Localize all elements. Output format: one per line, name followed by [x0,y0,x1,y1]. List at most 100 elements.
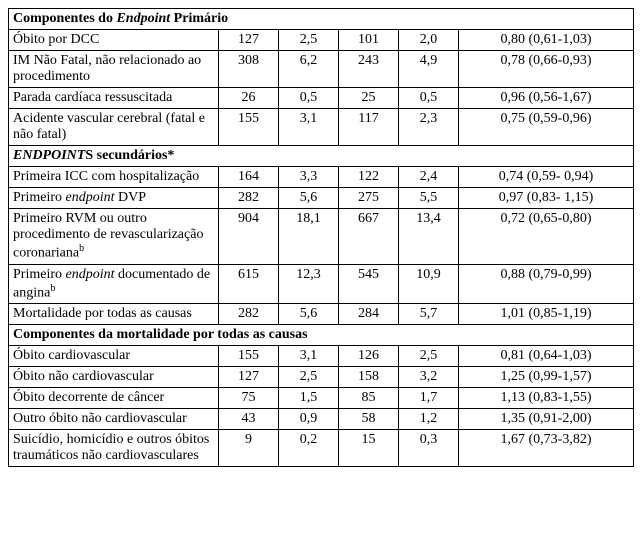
row-p1: 1,5 [279,388,339,409]
row-label: Suicídio, homicídio e outros óbitos trau… [9,430,219,467]
row-n2: 243 [339,51,399,88]
row-p2: 2,0 [399,30,459,51]
table-row: Óbito decorrente de câncer751,5851,71,13… [9,388,634,409]
row-n1: 43 [219,409,279,430]
row-n2: 117 [339,109,399,146]
row-label: Óbito não cardiovascular [9,367,219,388]
table-row: Primeira ICC com hospitalização1643,3122… [9,167,634,188]
row-n1: 155 [219,109,279,146]
section-header: Componentes da mortalidade por todas as … [9,325,634,346]
row-n1: 155 [219,346,279,367]
row-n2: 158 [339,367,399,388]
table-row: Primeiro RVM ou outro procedimento de re… [9,209,634,265]
row-ci: 0,88 (0,79-0,99) [459,264,634,304]
table-row: Óbito por DCC1272,51012,00,80 (0,61-1,03… [9,30,634,51]
table-row: Parada cardíaca ressuscitada260,5250,50,… [9,88,634,109]
row-n2: 85 [339,388,399,409]
row-n2: 667 [339,209,399,265]
row-p2: 2,5 [399,346,459,367]
row-p2: 1,7 [399,388,459,409]
row-n2: 58 [339,409,399,430]
row-label: Primeiro endpoint documentado de anginab [9,264,219,304]
table-row: Suicídio, homicídio e outros óbitos trau… [9,430,634,467]
row-n1: 127 [219,30,279,51]
row-p2: 2,3 [399,109,459,146]
row-n2: 126 [339,346,399,367]
row-n1: 282 [219,304,279,325]
row-ci: 0,74 (0,59- 0,94) [459,167,634,188]
table-row: IM Não Fatal, não relacionado ao procedi… [9,51,634,88]
row-p1: 18,1 [279,209,339,265]
row-p1: 3,1 [279,109,339,146]
row-p1: 5,6 [279,188,339,209]
row-p2: 3,2 [399,367,459,388]
row-p1: 6,2 [279,51,339,88]
row-p2: 2,4 [399,167,459,188]
row-label: Mortalidade por todas as causas [9,304,219,325]
row-ci: 1,01 (0,85-1,19) [459,304,634,325]
row-ci: 0,78 (0,66-0,93) [459,51,634,88]
row-n2: 101 [339,30,399,51]
row-label: Acidente vascular cerebral (fatal e não … [9,109,219,146]
row-p2: 1,2 [399,409,459,430]
row-n1: 75 [219,388,279,409]
row-p2: 5,7 [399,304,459,325]
row-ci: 0,75 (0,59-0,96) [459,109,634,146]
row-label: IM Não Fatal, não relacionado ao procedi… [9,51,219,88]
row-p1: 12,3 [279,264,339,304]
row-label: Parada cardíaca ressuscitada [9,88,219,109]
row-ci: 1,35 (0,91-2,00) [459,409,634,430]
row-n2: 275 [339,188,399,209]
row-n2: 545 [339,264,399,304]
row-label: Primeiro RVM ou outro procedimento de re… [9,209,219,265]
section-header: ENDPOINTS secundários* [9,146,634,167]
row-ci: 0,80 (0,61-1,03) [459,30,634,51]
row-label: Primeiro endpoint DVP [9,188,219,209]
row-p1: 2,5 [279,30,339,51]
row-label: Primeira ICC com hospitalização [9,167,219,188]
row-n1: 26 [219,88,279,109]
row-n1: 9 [219,430,279,467]
row-label: Óbito decorrente de câncer [9,388,219,409]
row-n1: 127 [219,367,279,388]
row-label: Óbito por DCC [9,30,219,51]
table-row: Óbito não cardiovascular1272,51583,21,25… [9,367,634,388]
row-n1: 308 [219,51,279,88]
row-label: Óbito cardiovascular [9,346,219,367]
table-row: Primeiro endpoint documentado de anginab… [9,264,634,304]
row-n2: 25 [339,88,399,109]
row-p1: 0,9 [279,409,339,430]
row-p1: 0,5 [279,88,339,109]
row-n2: 122 [339,167,399,188]
row-ci: 1,25 (0,99-1,57) [459,367,634,388]
row-p1: 0,2 [279,430,339,467]
table-row: Acidente vascular cerebral (fatal e não … [9,109,634,146]
row-label: Outro óbito não cardiovascular [9,409,219,430]
row-p2: 5,5 [399,188,459,209]
row-n1: 615 [219,264,279,304]
row-n2: 15 [339,430,399,467]
row-ci: 1,13 (0,83-1,55) [459,388,634,409]
row-n1: 164 [219,167,279,188]
table-row: Óbito cardiovascular1553,11262,50,81 (0,… [9,346,634,367]
row-n1: 282 [219,188,279,209]
row-p2: 13,4 [399,209,459,265]
row-p2: 10,9 [399,264,459,304]
row-ci: 1,67 (0,73-3,82) [459,430,634,467]
row-ci: 0,97 (0,83- 1,15) [459,188,634,209]
section-header: Componentes do Endpoint Primário [9,9,634,30]
row-p1: 5,6 [279,304,339,325]
table-row: Outro óbito não cardiovascular430,9581,2… [9,409,634,430]
table-row: Mortalidade por todas as causas2825,6284… [9,304,634,325]
row-ci: 0,72 (0,65-0,80) [459,209,634,265]
row-n1: 904 [219,209,279,265]
endpoints-table: Componentes do Endpoint PrimárioÓbito po… [8,8,634,467]
row-p1: 3,1 [279,346,339,367]
row-p1: 3,3 [279,167,339,188]
row-n2: 284 [339,304,399,325]
table-row: Primeiro endpoint DVP2825,62755,50,97 (0… [9,188,634,209]
row-ci: 0,81 (0,64-1,03) [459,346,634,367]
row-p2: 0,3 [399,430,459,467]
row-p2: 0,5 [399,88,459,109]
row-ci: 0,96 (0,56-1,67) [459,88,634,109]
